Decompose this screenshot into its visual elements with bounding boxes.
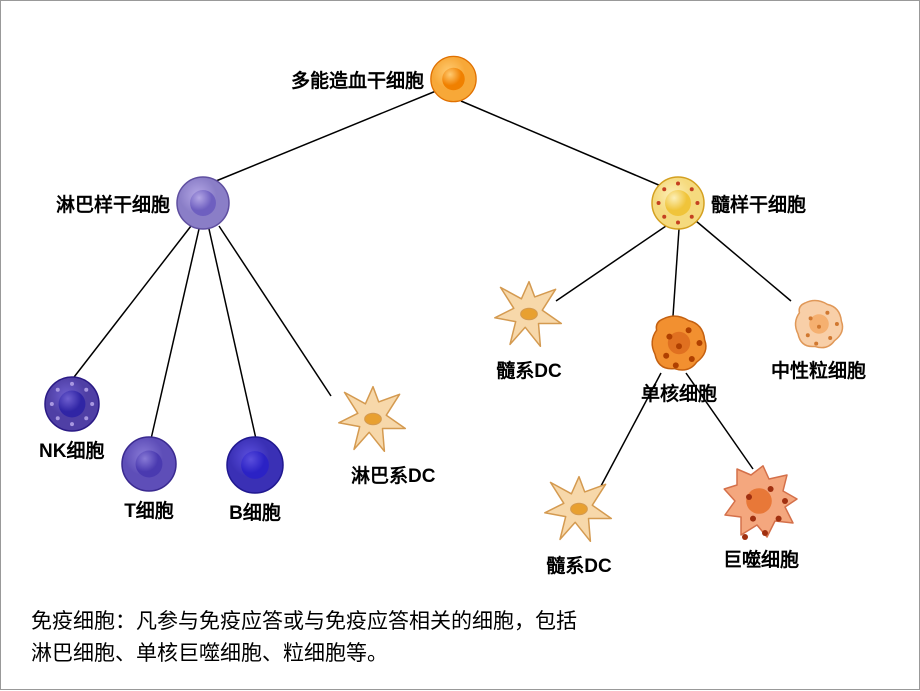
cell-label-mdc1: 髓系DC bbox=[496, 356, 561, 383]
cell-node-mdc2: 髓系DC bbox=[541, 471, 617, 578]
edge-line bbox=[71, 226, 191, 381]
cell-icon-lymphoid bbox=[176, 176, 230, 230]
cell-node-monocyte: 单核细胞 bbox=[641, 311, 717, 406]
cell-label-myeloid: 髓样干细胞 bbox=[711, 190, 806, 217]
cell-label-neutrophil: 中性粒细胞 bbox=[771, 356, 866, 383]
cell-icon-root bbox=[430, 51, 477, 107]
cell-icon-neutrophil bbox=[791, 296, 847, 352]
cell-label-mdc2: 髓系DC bbox=[546, 551, 611, 578]
cell-node-ldc: 淋巴系DC bbox=[311, 381, 435, 488]
cell-icon-bcell bbox=[226, 436, 284, 494]
edge-line bbox=[461, 101, 661, 186]
cell-node-myeloid: 髓样干细胞 bbox=[651, 176, 806, 230]
cell-lineage-diagram: 多能造血干细胞淋巴样干细胞 髓样干细胞 NK细胞 T细胞 B细胞 淋巴系DC 髓系DC 单核细… bbox=[1, 1, 919, 689]
cell-node-neutrophil: 中性粒细胞 bbox=[771, 296, 866, 383]
cell-icon-macrophage bbox=[721, 461, 801, 541]
cell-label-monocyte: 单核细胞 bbox=[641, 379, 717, 406]
cell-label-tcell: T细胞 bbox=[124, 496, 174, 523]
cell-icon-myeloid bbox=[651, 176, 705, 230]
edge-line bbox=[151, 229, 199, 439]
cell-node-tcell: T细胞 bbox=[121, 436, 177, 523]
cell-icon-monocyte bbox=[647, 311, 711, 375]
cell-node-bcell: B细胞 bbox=[226, 436, 284, 525]
caption-text: 免疫细胞：凡参与免疫应答或与免疫应答相关的细胞，包括 淋巴细胞、单核巨噬细胞、粒… bbox=[31, 606, 889, 669]
cell-icon-nk bbox=[44, 376, 100, 432]
cell-label-root: 多能造血干细胞 bbox=[291, 66, 424, 93]
cell-label-ldc: 淋巴系DC bbox=[351, 461, 435, 488]
edge-line bbox=[556, 226, 666, 301]
cell-node-lymphoid: 淋巴样干细胞 bbox=[46, 176, 230, 230]
cell-label-macrophage: 巨噬细胞 bbox=[723, 545, 799, 572]
cell-label-bcell: B细胞 bbox=[229, 498, 281, 525]
cell-node-root: 多能造血干细胞 bbox=[291, 51, 477, 107]
cell-node-nk: NK细胞 bbox=[39, 376, 104, 463]
cell-label-nk: NK细胞 bbox=[39, 436, 104, 463]
cell-icon-ldc bbox=[335, 381, 411, 457]
edge-line bbox=[219, 226, 331, 396]
cell-label-lymphoid: 淋巴样干细胞 bbox=[56, 190, 170, 217]
edge-line bbox=[673, 229, 679, 316]
cell-icon-mdc1 bbox=[491, 276, 567, 352]
cell-node-macrophage: 巨噬细胞 bbox=[721, 461, 801, 572]
caption-line-2: 淋巴细胞、单核巨噬细胞、粒细胞等。 bbox=[31, 642, 388, 665]
cell-icon-tcell bbox=[121, 436, 177, 492]
edge-line bbox=[209, 229, 256, 439]
cell-icon-mdc2 bbox=[541, 471, 617, 547]
edge-line bbox=[696, 221, 791, 301]
caption-line-1: 免疫细胞：凡参与免疫应答或与免疫应答相关的细胞，包括 bbox=[31, 610, 577, 633]
cell-node-mdc1: 髓系DC bbox=[491, 276, 567, 383]
